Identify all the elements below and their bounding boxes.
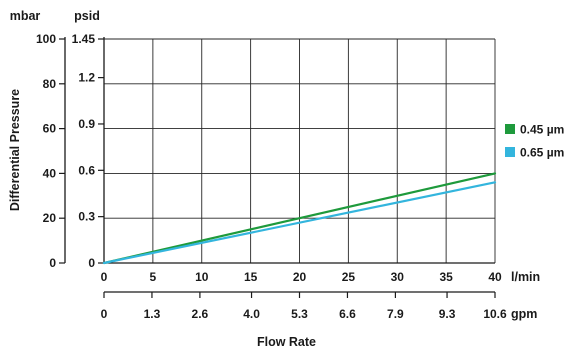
x-tick-label-gpm: 1.3 (144, 307, 161, 321)
y-tick-label-mbar: 20 (43, 211, 57, 225)
x-tick-label-lmin: 0 (101, 270, 108, 284)
y-unit-mbar: mbar (10, 9, 41, 23)
x-tick-label-lmin: 5 (150, 270, 157, 284)
x-tick-label-lmin: 25 (342, 270, 356, 284)
y-axis-title: Differential Pressure (8, 89, 22, 211)
y-tick-label-mbar: 100 (36, 32, 56, 46)
x-unit-gpm: gpm (511, 307, 537, 321)
series-line (102, 181, 497, 265)
x-tick-label-gpm: 9.3 (439, 307, 456, 321)
x-tick-label-gpm: 7.9 (387, 307, 404, 321)
y-tick-label-mbar: 0 (49, 256, 56, 270)
x-tick-label-gpm: 0 (101, 307, 108, 321)
x-tick-label-lmin: 20 (293, 270, 307, 284)
y-tick-label-psid: 0.6 (78, 163, 95, 177)
x-tick-label-lmin: 35 (439, 270, 453, 284)
y-tick-label-mbar: 80 (43, 77, 57, 91)
y-unit-psid: psid (74, 9, 100, 23)
x-tick-label-gpm: 5.3 (291, 307, 308, 321)
y-tick-label-psid: 0.3 (78, 210, 95, 224)
y-tick-label-psid: 0.9 (78, 117, 95, 131)
x-axis-title: Flow Rate (257, 335, 316, 349)
legend-label: 0.65 µm (520, 146, 564, 160)
y-tick-label-mbar: 60 (43, 122, 57, 136)
x-tick-label-gpm: 6.6 (339, 307, 356, 321)
series-line (102, 172, 497, 265)
x-tick-label-gpm: 2.6 (192, 307, 209, 321)
legend-swatch (505, 147, 515, 157)
y-tick-label-psid: 1.45 (72, 32, 96, 46)
x-tick-label-gpm: 4.0 (243, 307, 260, 321)
x-tick-label-lmin: 40 (488, 270, 502, 284)
y-tick-label-mbar: 40 (43, 166, 57, 180)
legend-label: 0.45 µm (520, 123, 564, 137)
x-unit-lmin: l/min (511, 270, 540, 284)
y-tick-label-psid: 0 (88, 256, 95, 270)
legend-swatch (505, 124, 515, 134)
y-tick-label-psid: 1.2 (78, 71, 95, 85)
x-tick-label-lmin: 15 (244, 270, 258, 284)
x-tick-label-lmin: 10 (195, 270, 209, 284)
x-tick-label-lmin: 30 (391, 270, 405, 284)
x-tick-label-gpm: 10.6 (483, 307, 507, 321)
